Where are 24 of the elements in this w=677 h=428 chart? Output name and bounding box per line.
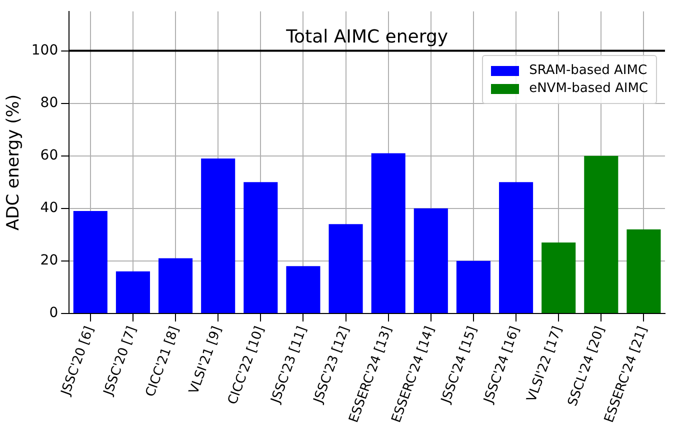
bar [73, 211, 108, 313]
bar [456, 260, 490, 313]
bar [499, 182, 534, 313]
y-axis-title: ADC energy (%) [4, 94, 24, 230]
legend-label: eNVM-based AIMC [529, 81, 648, 96]
legend-label: SRAM-based AIMC [529, 63, 648, 78]
bar [158, 258, 193, 313]
y-tick-label: 0 [49, 305, 58, 322]
bar [328, 224, 363, 313]
bar [244, 182, 278, 313]
bar [371, 153, 406, 313]
bar [542, 242, 576, 313]
ref-line-label: Total AIMC energy [285, 26, 448, 48]
bar [286, 266, 320, 313]
y-tick-label: 80 [40, 94, 58, 111]
bar [116, 271, 150, 313]
bar [414, 208, 448, 313]
bar [626, 229, 661, 313]
bar [584, 156, 618, 313]
y-tick-label: 20 [40, 252, 58, 269]
y-tick-label: 40 [40, 200, 58, 216]
y-tick-label: 60 [40, 148, 58, 164]
y-tick-label: 100 [31, 42, 58, 58]
bar [201, 158, 236, 313]
